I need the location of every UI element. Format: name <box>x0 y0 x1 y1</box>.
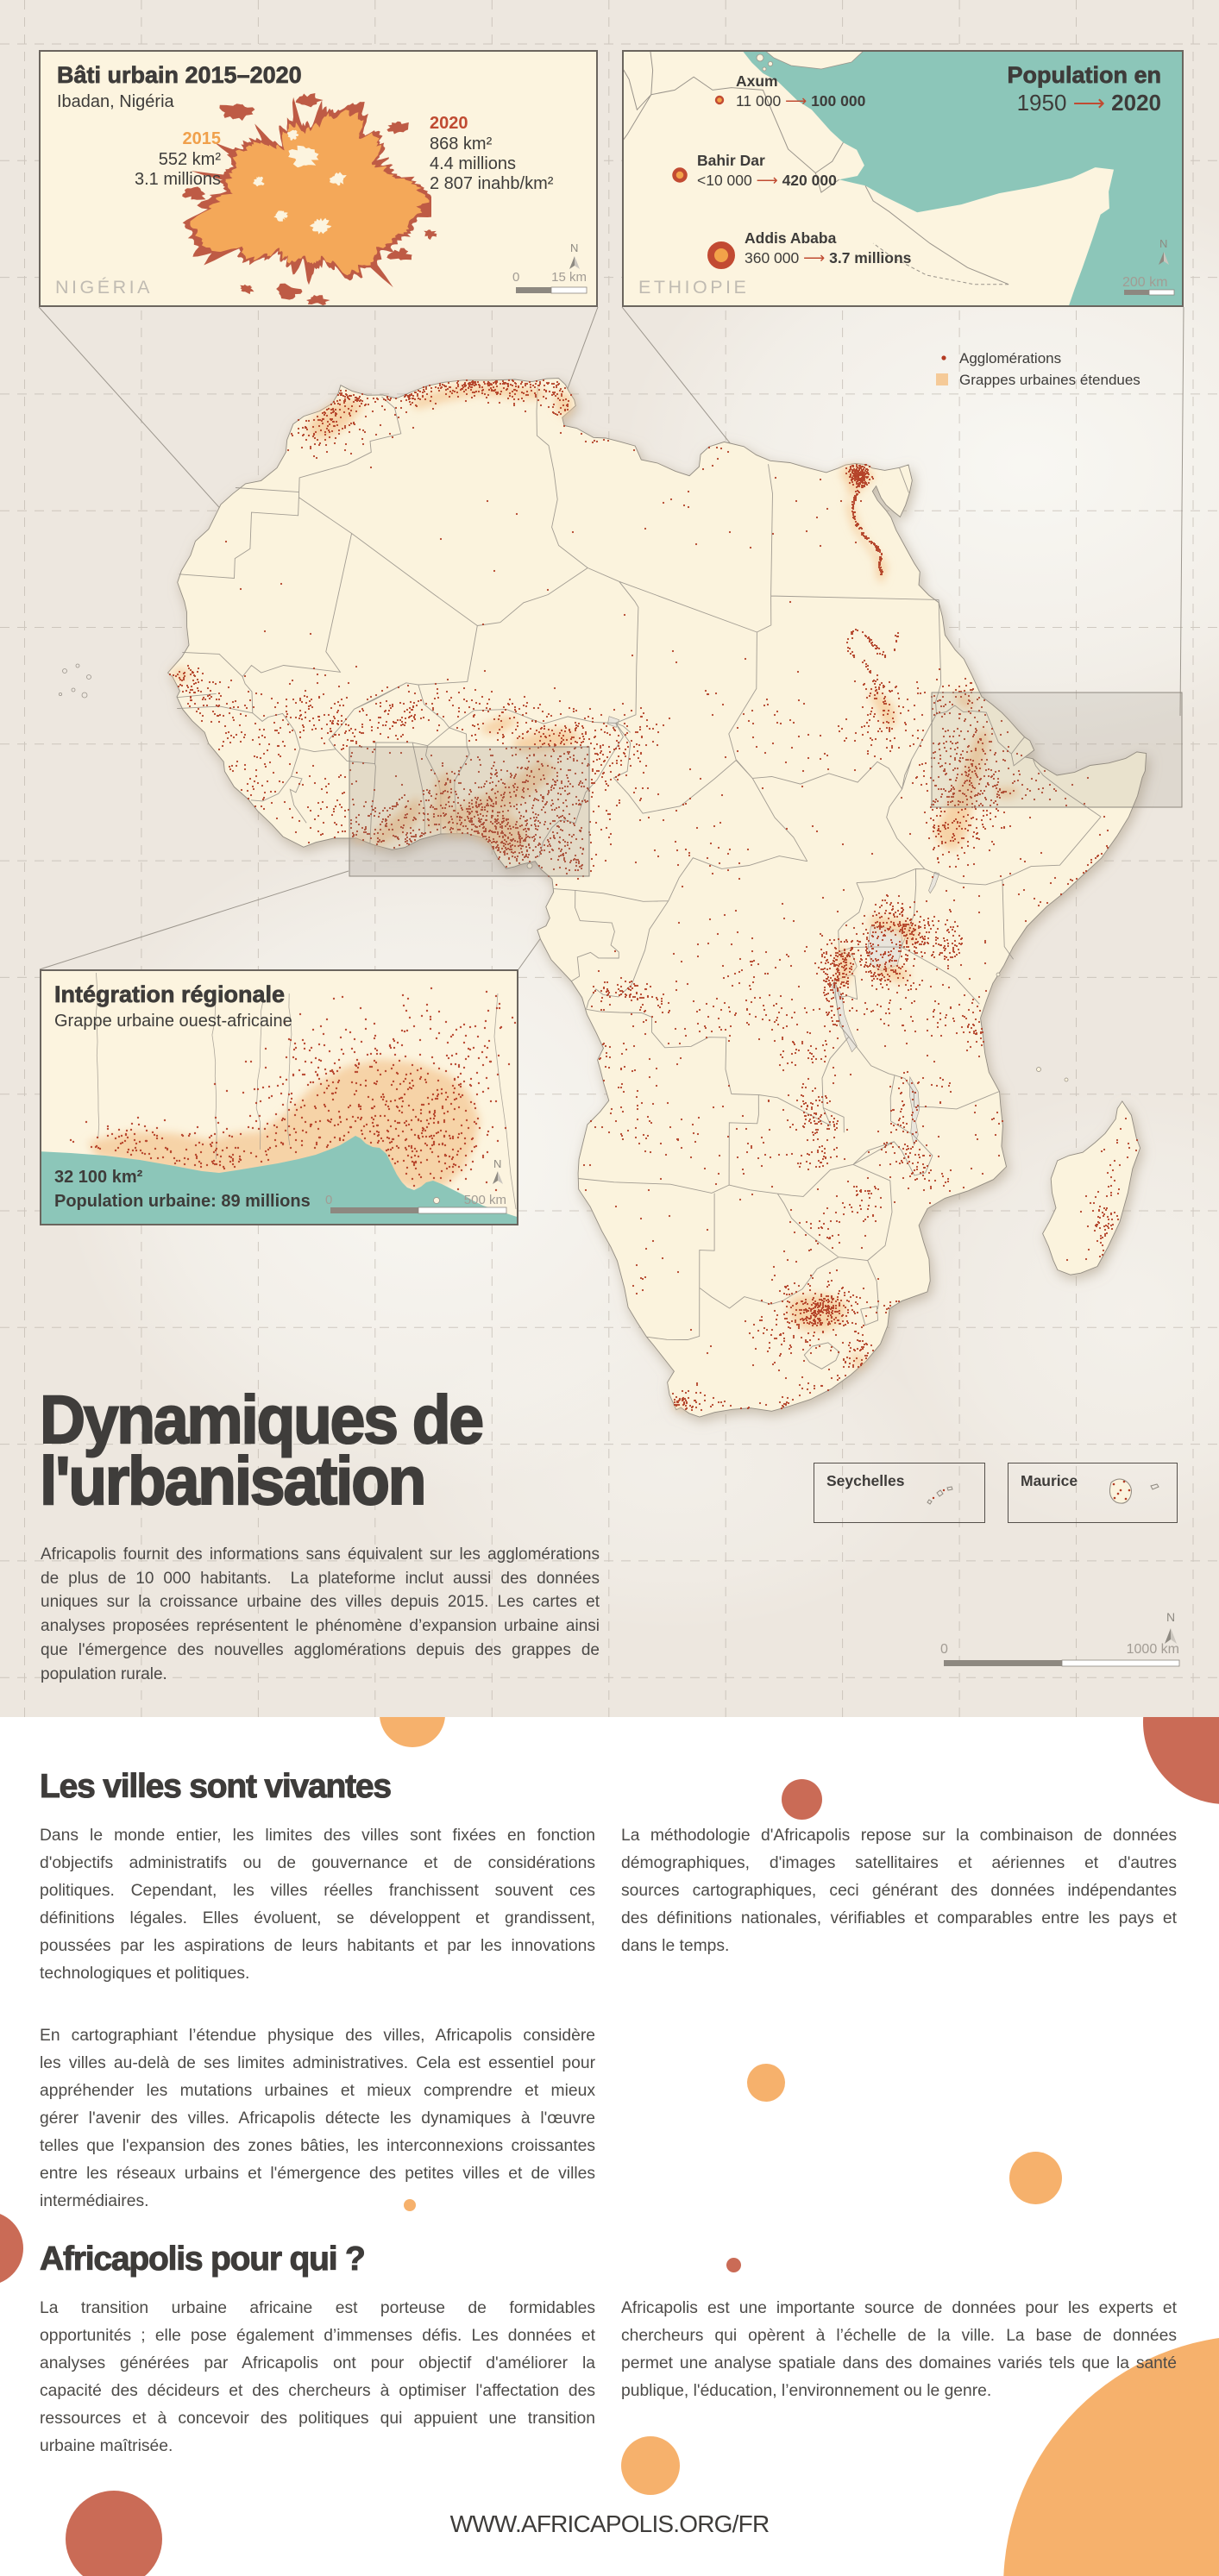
svg-text:N: N <box>1166 1610 1175 1624</box>
svg-text:0: 0 <box>512 270 519 285</box>
svg-text:Agglomérations: Agglomérations <box>959 350 1061 367</box>
svg-text:500 km: 500 km <box>464 1193 506 1207</box>
svg-text:Grappes urbaines étendues: Grappes urbaines étendues <box>959 372 1140 388</box>
svg-text:0: 0 <box>325 1193 332 1207</box>
svg-text:0: 0 <box>940 1642 948 1657</box>
svg-text:N: N <box>493 1157 501 1170</box>
svg-text:N: N <box>1159 237 1167 250</box>
svg-text:N: N <box>570 241 578 254</box>
svg-text:200 km: 200 km <box>1122 275 1167 290</box>
svg-text:15 km: 15 km <box>551 270 587 285</box>
svg-text:1000 km: 1000 km <box>1127 1642 1179 1657</box>
